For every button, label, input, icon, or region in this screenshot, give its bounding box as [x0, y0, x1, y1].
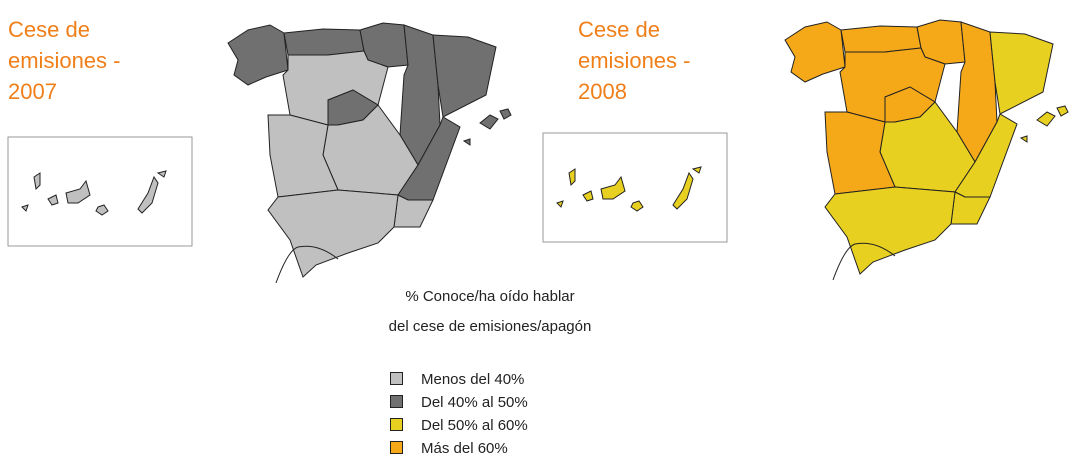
- legend-item: Menos del 40%: [390, 370, 524, 390]
- legend-title: % Conoce/ha oído hablar: [405, 288, 575, 305]
- island: [33, 172, 41, 191]
- region: [1019, 135, 1028, 143]
- region: [824, 111, 896, 195]
- region: [824, 186, 956, 275]
- legend-label: Más del 60%: [421, 440, 508, 457]
- legend-title: del cese de emisiones/apagón: [388, 318, 592, 335]
- region: [227, 24, 289, 86]
- legend-item: Del 50% al 60%: [390, 416, 528, 436]
- legend-label: Del 50% al 60%: [421, 417, 528, 434]
- island: [672, 171, 694, 210]
- legend-item: Más del 60%: [390, 439, 508, 459]
- region: [393, 194, 434, 228]
- island: [568, 168, 576, 187]
- canary-islands: [556, 166, 702, 212]
- region: [462, 138, 471, 146]
- canary-islands: [21, 170, 167, 216]
- canary-box: [542, 132, 728, 243]
- legend-swatch: [390, 441, 403, 454]
- region: [499, 108, 512, 120]
- region: [784, 21, 846, 83]
- island: [95, 204, 109, 216]
- island: [156, 170, 167, 178]
- region: [1056, 105, 1069, 117]
- island: [137, 175, 159, 214]
- island: [691, 166, 702, 174]
- region: [267, 114, 339, 198]
- island: [65, 179, 91, 204]
- legend-label: Del 40% al 50%: [421, 394, 528, 411]
- legend-swatch: [390, 418, 403, 431]
- region: [283, 28, 365, 56]
- island: [556, 200, 564, 208]
- africa-coast: [832, 242, 896, 281]
- africa-coast: [275, 245, 339, 284]
- region: [989, 31, 1054, 115]
- island: [582, 190, 594, 202]
- map-title: Cese de emisiones - 2008: [578, 17, 691, 104]
- legend-item: Del 40% al 50%: [390, 393, 528, 413]
- island: [630, 200, 644, 212]
- region: [479, 114, 499, 130]
- canary-box: [7, 136, 193, 247]
- island: [21, 204, 29, 212]
- region: [1036, 111, 1056, 127]
- island: [47, 194, 59, 206]
- region: [840, 25, 922, 53]
- legend-label: Menos del 40%: [421, 371, 525, 388]
- region: [432, 34, 497, 118]
- map-title: Cese de emisiones - 2007: [8, 17, 121, 104]
- legend-swatch: [390, 372, 403, 385]
- island: [600, 175, 626, 200]
- region: [950, 191, 991, 225]
- map: [227, 22, 512, 284]
- region: [267, 189, 399, 278]
- map: [784, 19, 1069, 281]
- legend-swatch: [390, 395, 403, 408]
